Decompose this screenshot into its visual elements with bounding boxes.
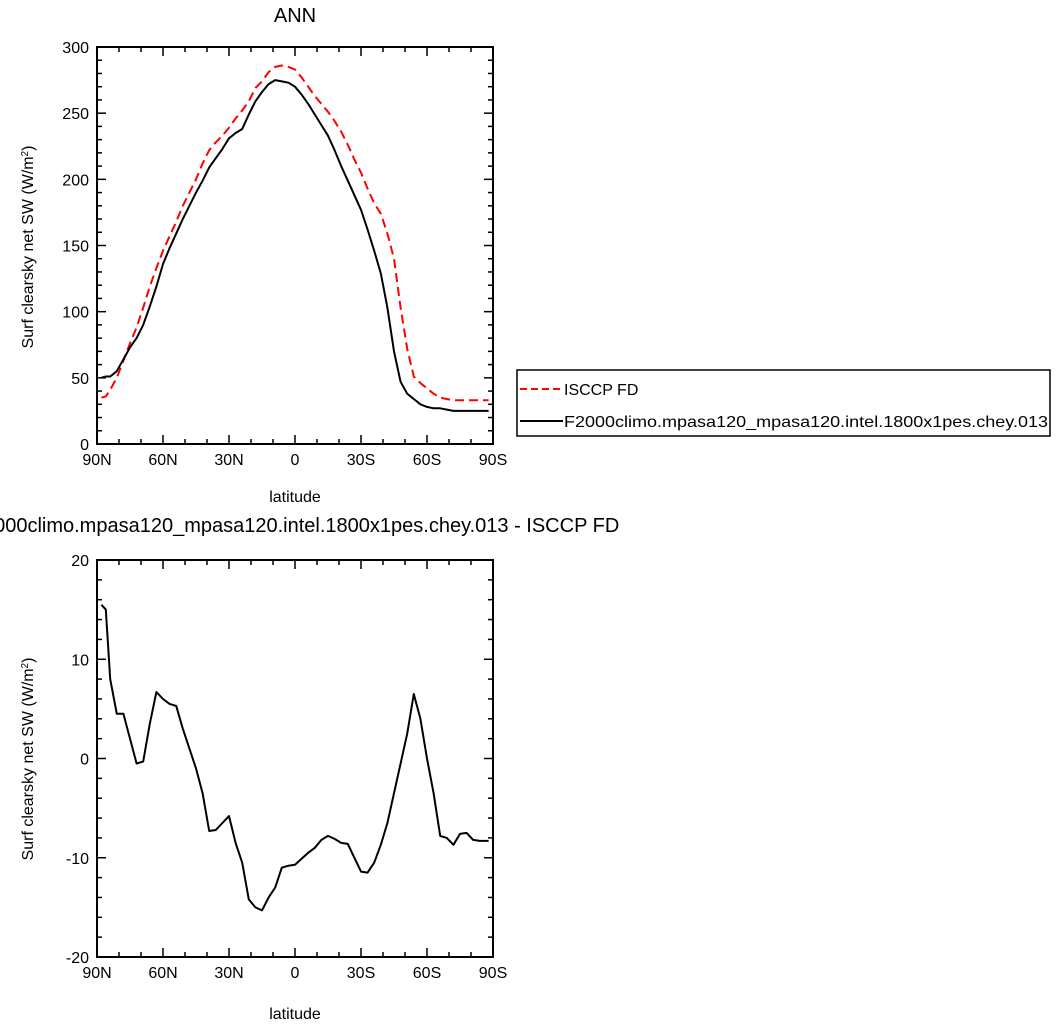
panel0-ytick-label: 200 <box>62 172 89 189</box>
panel1-ytick-label: 10 <box>71 652 89 669</box>
panel0-xtick-label: 90S <box>479 452 507 469</box>
panel0-ytick-label: 150 <box>62 239 89 256</box>
panel1-series-line-0 <box>100 604 489 912</box>
panel1-xtick-label: 90S <box>479 965 507 982</box>
panel0-series-line-0 <box>101 64 489 402</box>
panel1-ytick-label: -20 <box>66 950 89 967</box>
panel1-xtick-label: 30S <box>347 965 375 982</box>
panel0-frame <box>96 46 494 445</box>
panel0-ytick-label: 100 <box>62 305 89 322</box>
panel0-ytick-label: 0 <box>80 437 89 454</box>
top-plot-area: 90N 60N 30N 0 30S 60S 90S 0 50 100 150 200 250 300 <box>62 40 507 469</box>
panel0-ytick-label: 300 <box>62 40 89 57</box>
legend-label-model: F2000climo.mpasa120_mpasa120.intel.1800x… <box>564 414 1048 431</box>
panel0-xtick-label: 30S <box>347 452 375 469</box>
bottom-yaxis-label: Surf clearsky net SW (W/m2) <box>20 658 38 861</box>
panel0-xtick-label: 30N <box>214 452 243 469</box>
legend-label-isccp: ISCCP FD <box>564 382 638 399</box>
panel1-ytick-label: -10 <box>66 851 89 868</box>
panel0-ytick-label: 250 <box>62 106 89 123</box>
panel1-ytick-label: 20 <box>71 553 89 570</box>
legend-box <box>516 369 1051 437</box>
panel0-ytick-label: 50 <box>71 371 89 388</box>
bottom-chart-title: F2000climo.mpasa120_mpasa120.intel.1800x… <box>0 515 619 537</box>
panel0-xtick-label: 0 <box>291 452 300 469</box>
top-yaxis-label: Surf clearsky net SW (W/m2) <box>20 146 38 349</box>
panel1-frame <box>96 559 494 958</box>
bottom-xaxis-label: latitude <box>269 1006 321 1023</box>
panel1-ytick-label: 0 <box>80 752 89 769</box>
panel1-xtick-label: 30N <box>214 965 243 982</box>
panel1-xtick-label: 60S <box>413 965 441 982</box>
bottom-plot-area: 90N 60N 30N 0 30S 60S 90S -20 -10 0 10 20 <box>66 553 507 982</box>
top-xaxis-label: latitude <box>269 489 321 506</box>
panel0-xtick-label: 60S <box>413 452 441 469</box>
panel0-xtick-label: 60N <box>148 452 177 469</box>
legend: ISCCP FD F2000climo.mpasa120_mpasa120.in… <box>516 369 1051 437</box>
panel0-xtick-label: 90N <box>82 452 111 469</box>
top-chart-title: ANN <box>274 5 316 27</box>
panel1-xtick-label: 90N <box>82 965 111 982</box>
panel1-xtick-label: 0 <box>291 965 300 982</box>
panel1-xtick-label: 60N <box>148 965 177 982</box>
panel0-series-line-1 <box>101 79 489 412</box>
